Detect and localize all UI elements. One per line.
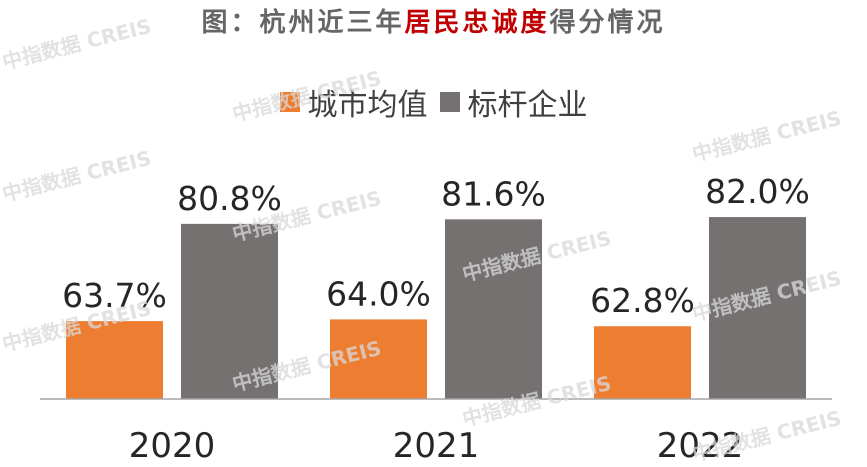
title-prefix: 图：杭州近三年	[201, 8, 405, 38]
title-highlight: 居民忠诚度	[404, 8, 550, 38]
chart-title: 图：杭州近三年居民忠诚度得分情况	[0, 2, 867, 39]
bar-benchmark-2020	[181, 223, 278, 399]
bar-benchmark-2022	[709, 217, 806, 399]
legend-label-city-avg: 城市均值	[307, 88, 428, 123]
bar-city-avg-2021	[330, 319, 427, 399]
x-tick-label-2022: 2022	[657, 426, 744, 466]
title-suffix: 得分情况	[549, 8, 666, 38]
data-label-benchmark-2020: 80.8%	[177, 179, 282, 218]
data-label-city-avg-2021: 64.0%	[326, 274, 431, 313]
legend-label-benchmark: 标杆企业	[467, 88, 588, 123]
data-label-city-avg-2022: 62.8%	[590, 281, 695, 320]
bar-city-avg-2022	[594, 326, 691, 399]
legend-swatch-city-avg	[279, 92, 300, 112]
legend-swatch-benchmark	[439, 92, 460, 112]
chart-legend: 城市均值 标杆企业	[0, 80, 867, 124]
x-tick-label-2021: 2021	[393, 426, 480, 466]
data-label-benchmark-2021: 81.6%	[441, 174, 546, 213]
legend-item-city-avg: 城市均值	[279, 80, 428, 124]
data-label-city-avg-2020: 63.7%	[62, 276, 167, 315]
bar-city-avg-2020	[66, 321, 163, 399]
x-tick-label-2020: 2020	[129, 426, 216, 466]
legend-item-benchmark: 标杆企业	[439, 80, 588, 124]
data-label-benchmark-2022: 82.0%	[705, 172, 810, 211]
bar-benchmark-2021	[445, 219, 542, 399]
